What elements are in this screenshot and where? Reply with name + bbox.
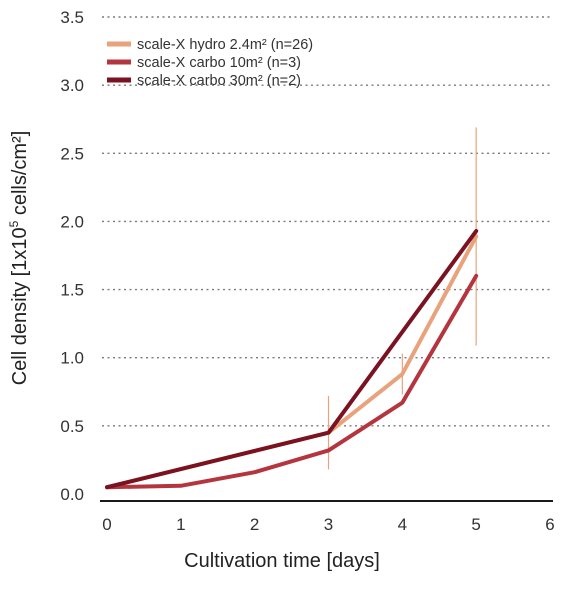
legend-label: scale-X hydro 2.4m² (n=26)	[137, 37, 313, 53]
x-tick-labels: 0 1 2 3 4 5 6	[102, 515, 554, 534]
x-tick-label: 3	[324, 515, 333, 534]
x-tick-label: 6	[545, 515, 554, 534]
y-tick-labels: 0.0 0.5 1.0 1.5 2.0 2.5 3.0 3.5	[60, 8, 84, 504]
series-line-1	[105, 234, 479, 490]
legend: scale-X hydro 2.4m² (n=26) scale-X carbo …	[107, 37, 313, 89]
y-axis-title-superscript: 5	[7, 220, 21, 227]
x-tick-label: 1	[176, 515, 185, 534]
y-tick-label: 0.0	[60, 485, 84, 504]
y-axis-title: Cell density [1x105 cells/cm²]	[7, 131, 31, 386]
x-tick-label: 5	[471, 515, 480, 534]
y-tick-label: 3.0	[60, 76, 84, 95]
x-tick-label: 2	[250, 515, 259, 534]
x-axis-title: Cultivation time [days]	[184, 550, 380, 572]
y-axis-title-units: cells/cm²]	[9, 131, 31, 221]
legend-label: scale-X carbo 30m² (n=2)	[137, 73, 301, 89]
x-tick-label: 4	[398, 515, 407, 534]
y-tick-label: 2.5	[60, 144, 84, 163]
y-tick-label: 1.5	[60, 281, 84, 300]
series-line-3	[105, 229, 479, 490]
x-tick-label: 0	[102, 515, 111, 534]
y-tick-label: 2.0	[60, 212, 84, 231]
legend-label: scale-X carbo 10m² (n=3)	[137, 55, 301, 71]
error-bars	[327, 127, 477, 470]
series-line-2	[105, 273, 479, 490]
y-tick-label: 0.5	[60, 417, 84, 436]
y-tick-label: 1.0	[60, 349, 84, 368]
gridlines	[102, 16, 553, 427]
series-lines	[105, 229, 479, 490]
y-tick-label: 3.5	[60, 8, 84, 27]
y-axis-title-main: Cell density [1x10	[9, 227, 31, 385]
